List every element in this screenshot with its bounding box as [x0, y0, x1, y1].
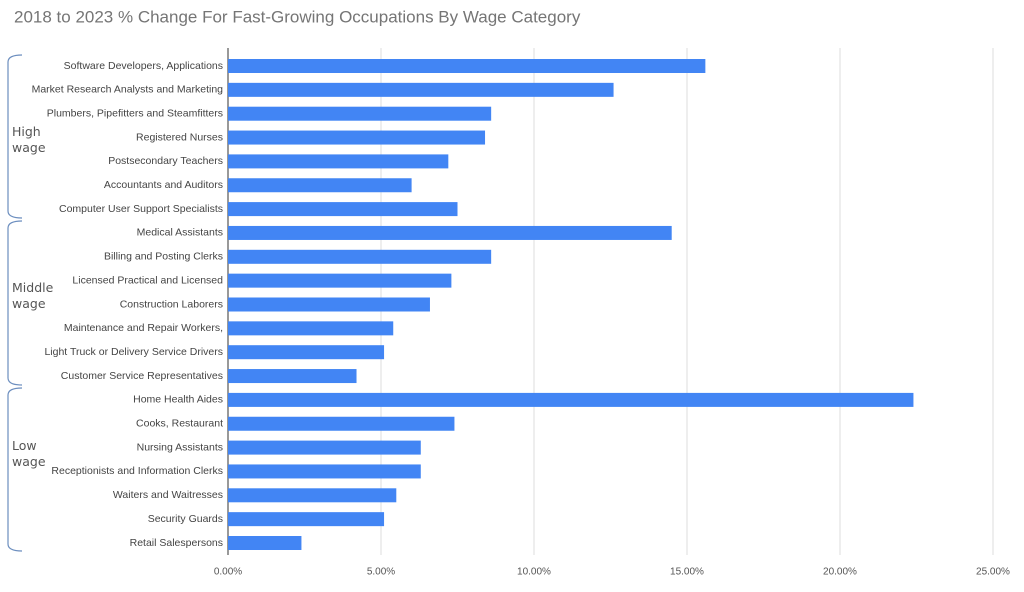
y-tick-label: Home Health Aides [133, 394, 223, 406]
bar [228, 59, 706, 73]
bar [228, 225, 672, 240]
bar [228, 154, 449, 169]
group-brackets [7, 54, 23, 552]
x-tick-label: 15.00% [670, 567, 704, 578]
bar [228, 202, 458, 217]
bar [228, 416, 455, 431]
y-tick-label: Registered Nurses [136, 131, 223, 143]
bar [228, 273, 452, 288]
chart-title: 2018 to 2023 % Change For Fast-Growing O… [14, 7, 581, 26]
y-tick-label: Retail Salespersons [130, 537, 223, 549]
y-tick-label: Customer Service Representatives [61, 370, 223, 382]
bar [228, 440, 421, 455]
bar [228, 536, 302, 550]
y-tick-label: Software Developers, Applications [64, 60, 223, 72]
x-tick-label: 0.00% [214, 567, 242, 578]
x-tick-label: 25.00% [976, 567, 1010, 578]
y-tick-label: Postsecondary Teachers [108, 155, 223, 167]
bar [228, 512, 385, 527]
x-tick-label: 5.00% [367, 567, 395, 578]
group-label: Low wage [12, 438, 46, 469]
y-tick-label: Computer User Support Specialists [59, 203, 223, 215]
bar [228, 178, 412, 193]
bar [228, 297, 430, 312]
bracket [7, 54, 23, 219]
y-tick-label: Cooks, Restaurant [136, 418, 223, 430]
bar [228, 464, 421, 479]
group-label: High wage [12, 124, 46, 155]
y-tick-label: Receptionists and Information Clerks [51, 465, 223, 477]
bracket [7, 220, 23, 386]
y-tick-label: Waiters and Waitresses [113, 489, 223, 501]
bracket [7, 387, 23, 552]
y-tick-label: Construction Laborers [120, 298, 223, 310]
x-tick-label: 10.00% [517, 567, 551, 578]
y-tick-label: Medical Assistants [137, 227, 223, 239]
bar [228, 106, 492, 121]
bar [228, 392, 914, 407]
bar [228, 345, 385, 360]
y-tick-label: Plumbers, Pipefitters and Steamfitters [47, 107, 223, 119]
y-tick-label: Accountants and Auditors [104, 179, 223, 191]
bar [228, 369, 357, 384]
y-tick-label: Billing and Posting Clerks [104, 251, 223, 263]
y-tick-label: Maintenance and Repair Workers, [64, 322, 223, 334]
bar [228, 488, 397, 503]
bar [228, 130, 486, 145]
y-tick-label: Security Guards [148, 513, 223, 525]
bar [228, 321, 394, 336]
group-label: Middle wage [12, 280, 54, 311]
y-tick-label: Market Research Analysts and Marketing [32, 84, 224, 96]
y-tick-label: Light Truck or Delivery Service Drivers [44, 346, 223, 358]
y-tick-label: Licensed Practical and Licensed [72, 274, 223, 286]
bar [228, 249, 492, 264]
bar [228, 82, 614, 97]
x-tick-label: 20.00% [823, 567, 857, 578]
y-tick-label: Nursing Assistants [137, 441, 223, 453]
